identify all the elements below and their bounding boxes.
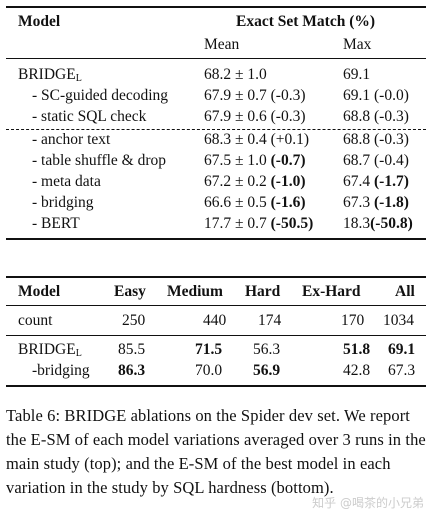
table1-row-max: 18.3(-50.8): [343, 215, 413, 232]
table1-header-group: Exact Set Match (%): [236, 13, 376, 30]
table2-top-rule: [6, 276, 426, 278]
table1-row-name: - BERT: [32, 215, 80, 232]
table1-top-rule: [6, 6, 426, 8]
table1-row-max: 67.4 (-1.7): [343, 173, 409, 190]
table2-header-rule: [6, 305, 426, 306]
table2-count-all: 1034: [383, 312, 414, 329]
table1-header-max: Max: [343, 36, 372, 53]
watermark: 知乎 @喝茶的小兄弟: [312, 496, 424, 510]
table2-bridge-exhard: 51.8: [343, 341, 371, 358]
table2-count-rule: [6, 335, 426, 336]
table1-row-mean: 66.6 ± 0.5 (-1.6): [204, 194, 306, 211]
table1-row-mean: 68.3 ± 0.4 (+0.1): [204, 131, 310, 148]
table2-bridge-all: 69.1: [388, 341, 416, 358]
table-caption: Table 6: BRIDGE ablations on the Spider …: [6, 406, 426, 497]
table1-row-max: 69.1 (-0.0): [343, 87, 409, 104]
table2-bridging-medium: 70.0: [195, 362, 223, 379]
table1-row-name: - bridging: [32, 194, 94, 211]
table2-bridging-all: 67.3: [388, 362, 416, 379]
table2-count-easy: 250: [122, 312, 146, 329]
table1-row-max: 68.8 (-0.3): [343, 131, 409, 148]
table1-row-name: - meta data: [32, 173, 101, 190]
table1-row-max: 67.3 (-1.8): [343, 194, 409, 211]
table2-bridge-hard: 56.3: [253, 341, 281, 358]
table1-row-mean: 67.2 ± 0.2 (-1.0): [204, 173, 306, 190]
table2-bridging-exhard: 42.8: [343, 362, 371, 379]
table1-row-name: - SC-guided decoding: [32, 87, 169, 104]
table1-header-rule: [6, 58, 426, 59]
table1-row-mean: 67.5 ± 1.0 (-0.7): [204, 152, 306, 169]
table2-count-exhard: 170: [341, 312, 365, 329]
table1-row-mean: 67.9 ± 0.6 (-0.3): [204, 108, 306, 125]
table1-header-model: Model: [18, 13, 61, 30]
table2-header-hard: Hard: [245, 283, 281, 300]
table1-row-name: - anchor text: [32, 131, 111, 148]
table2-count-medium: 440: [203, 312, 227, 329]
table1-base-max: 69.1: [343, 66, 371, 83]
table1-row-mean: 67.9 ± 0.7 (-0.3): [204, 87, 306, 104]
table2-count-hard: 174: [258, 312, 282, 329]
table2-bridging-hard: 56.9: [253, 362, 281, 379]
table1-row-max: 68.7 (-0.4): [343, 152, 409, 169]
table1-base-name: BRIDGEL: [18, 66, 82, 84]
table1-row-name: - static SQL check: [32, 108, 147, 125]
table2-header-model: Model: [18, 283, 61, 300]
table2-header-medium: Medium: [167, 283, 223, 300]
table2-count-label: count: [18, 312, 53, 329]
table2-header-all: All: [395, 283, 415, 300]
table2-bridging-name: -bridging: [32, 362, 90, 379]
table1-row-max: 68.8 (-0.3): [343, 108, 409, 125]
table1-header-mean: Mean: [204, 36, 240, 53]
table1-dashed-divider: [6, 129, 426, 130]
table2-bridge-easy: 85.5: [118, 341, 146, 358]
table1-row-name: - table shuffle & drop: [32, 152, 167, 169]
table1-base-mean: 68.2 ± 1.0: [204, 66, 267, 83]
table2-bridging-easy: 86.3: [118, 362, 146, 379]
table2-bridge-medium: 71.5: [195, 341, 223, 358]
table1-bottom-rule: [6, 238, 426, 240]
table2-header-exhard: Ex-Hard: [302, 283, 361, 300]
table1-row-mean: 17.7 ± 0.7 (-50.5): [204, 215, 314, 232]
table2-header-easy: Easy: [114, 283, 146, 300]
table2-bridge-name: BRIDGEL: [18, 341, 82, 359]
table2-bottom-rule: [6, 385, 426, 387]
